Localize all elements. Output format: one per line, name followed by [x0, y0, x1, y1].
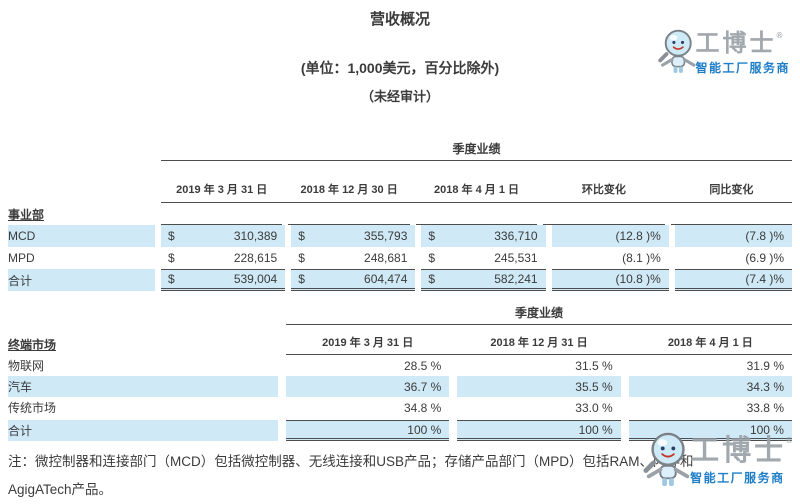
row-label: 物联网 — [8, 359, 45, 373]
table-total-row: 合计 $539,004 $604,474 $582,241 (10.8 )% (… — [8, 269, 793, 291]
percent-cell: (10.8 )% — [551, 269, 669, 291]
row-group-header: 事业部 — [8, 207, 45, 222]
column-header: 2018 年 12 月 31 日 — [490, 337, 588, 349]
table-total-row: 合计 100 % 100 % 100 % — [8, 420, 792, 441]
page-title: 营收概况 — [369, 11, 430, 28]
percent-cell: (7.8 )% — [674, 225, 793, 247]
table1-column-headers: 2019 年 3 月 31 日 2018 年 12 月 30 日 2018 年 … — [8, 161, 792, 203]
end-market-mix-table: 季度业绩 终端市场 2019 年 3 月 31 日 2018 年 12 月 31… — [8, 304, 792, 441]
registered-mark: ® — [776, 30, 783, 40]
cell-value: 245,531 — [494, 251, 538, 265]
table-row: 物联网 28.5 % 31.5 % 31.9 % — [8, 355, 792, 376]
currency-symbol: $ — [428, 229, 436, 243]
column-header: 2018 年 4 月 1 日 — [667, 337, 753, 349]
percent-cell: 35.5 % — [457, 376, 621, 397]
column-header: 2018 年 12 月 30 日 — [300, 184, 398, 196]
footnote: 注：微控制器和连接部门（MCD）包括微控制器、无线连接和USB产品；存储产品部门… — [8, 452, 768, 501]
cell-value: 604,474 — [364, 272, 408, 286]
column-header: 环比变化 — [581, 184, 626, 196]
percent-cell: 34.8 % — [403, 400, 442, 415]
percent-cell: 31.5 % — [575, 358, 613, 373]
cell-value: 355,793 — [364, 229, 408, 243]
currency-symbol: $ — [298, 272, 305, 286]
percent-cell: 34.3 % — [628, 376, 792, 397]
currency-symbol: $ — [428, 272, 436, 286]
footnote-line2: AgigATech产品。 — [8, 481, 113, 497]
footnote-line1: 注：微控制器和连接部门（MCD）包括微控制器、无线连接和USB产品；存储产品部门… — [8, 454, 694, 469]
cell-value: 310,389 — [233, 229, 278, 243]
percent-cell: (8.1 )% — [622, 251, 661, 265]
table-row: 传统市场 34.8 % 33.0 % 33.8 % — [8, 397, 792, 418]
table1-header-spacer — [8, 161, 155, 203]
money-cell: $336,710 — [421, 225, 546, 247]
cell-value: 336,710 — [494, 229, 538, 243]
money-cell: $604,474 — [291, 269, 416, 291]
row-label: 合计 — [8, 420, 278, 441]
row-group-header: 终端市场 — [8, 338, 57, 352]
cell-value: 248,681 — [364, 251, 408, 265]
table2-column-headers: 终端市场 2019 年 3 月 31 日 2018 年 12 月 31 日 20… — [8, 325, 792, 355]
percent-cell: (6.9 )% — [745, 251, 785, 265]
table1-section-row: 事业部 — [8, 203, 793, 225]
money-cell: $245,531 — [421, 247, 545, 269]
table-row: MPD $228,615 $248,681 $245,531 (8.1 )% (… — [8, 247, 792, 269]
table2-group-header: 季度业绩 — [286, 304, 792, 325]
unaudited-subtitle: （未经审计） — [360, 89, 439, 104]
percent-cell: 33.8 % — [746, 400, 784, 415]
currency-symbol: $ — [298, 229, 305, 243]
currency-symbol: $ — [428, 251, 436, 265]
column-header: 2019 年 3 月 31 日 — [322, 337, 414, 349]
money-cell: $310,389 — [161, 225, 286, 247]
column-header: 同比变化 — [709, 184, 754, 196]
column-header: 2018 年 4 月 1 日 — [434, 184, 520, 196]
row-label: MCD — [8, 225, 155, 247]
money-cell: $355,793 — [291, 225, 416, 247]
division-revenue-table: 季度业绩 2019 年 3 月 31 日 2018 年 12 月 30 日 20… — [8, 140, 793, 291]
brand-name: 工博士® — [695, 29, 783, 57]
money-cell: $539,004 — [161, 269, 286, 291]
percent-cell: 31.9 % — [746, 358, 784, 373]
cell-value: 582,241 — [494, 272, 538, 286]
percent-cell: 100 % — [457, 420, 621, 441]
table1-group-header: 季度业绩 — [161, 140, 792, 161]
money-cell: $248,681 — [291, 247, 415, 269]
currency-symbol: $ — [168, 272, 175, 286]
cell-value: 539,004 — [233, 272, 278, 286]
percent-cell: 100 % — [628, 420, 792, 441]
percent-cell: 36.7 % — [286, 376, 450, 397]
row-label: 合计 — [8, 269, 155, 291]
money-cell: $582,241 — [421, 269, 546, 291]
percent-cell: (12.8 )% — [551, 225, 669, 247]
table-row: 汽车 36.7 % 35.5 % 34.3 % — [8, 376, 792, 397]
percent-cell: 100 % — [286, 420, 450, 441]
column-header: 2019 年 3 月 31 日 — [176, 184, 268, 196]
currency-symbol: $ — [168, 251, 175, 265]
row-label: 传统市场 — [8, 401, 57, 415]
unit-subtitle: (单位：1,000美元，百分比除外) — [300, 60, 500, 76]
row-label: MPD — [8, 251, 35, 265]
cell-value: 228,615 — [233, 251, 278, 265]
currency-symbol: $ — [168, 229, 175, 243]
percent-cell: 33.0 % — [575, 400, 613, 415]
currency-symbol: $ — [298, 251, 305, 265]
money-cell: $228,615 — [161, 247, 285, 269]
row-label: 汽车 — [8, 376, 278, 397]
percent-cell: 28.5 % — [403, 358, 442, 373]
table-row: MCD $310,389 $355,793 $336,710 (12.8 )% … — [8, 225, 793, 247]
percent-cell: (7.4 )% — [674, 269, 793, 291]
